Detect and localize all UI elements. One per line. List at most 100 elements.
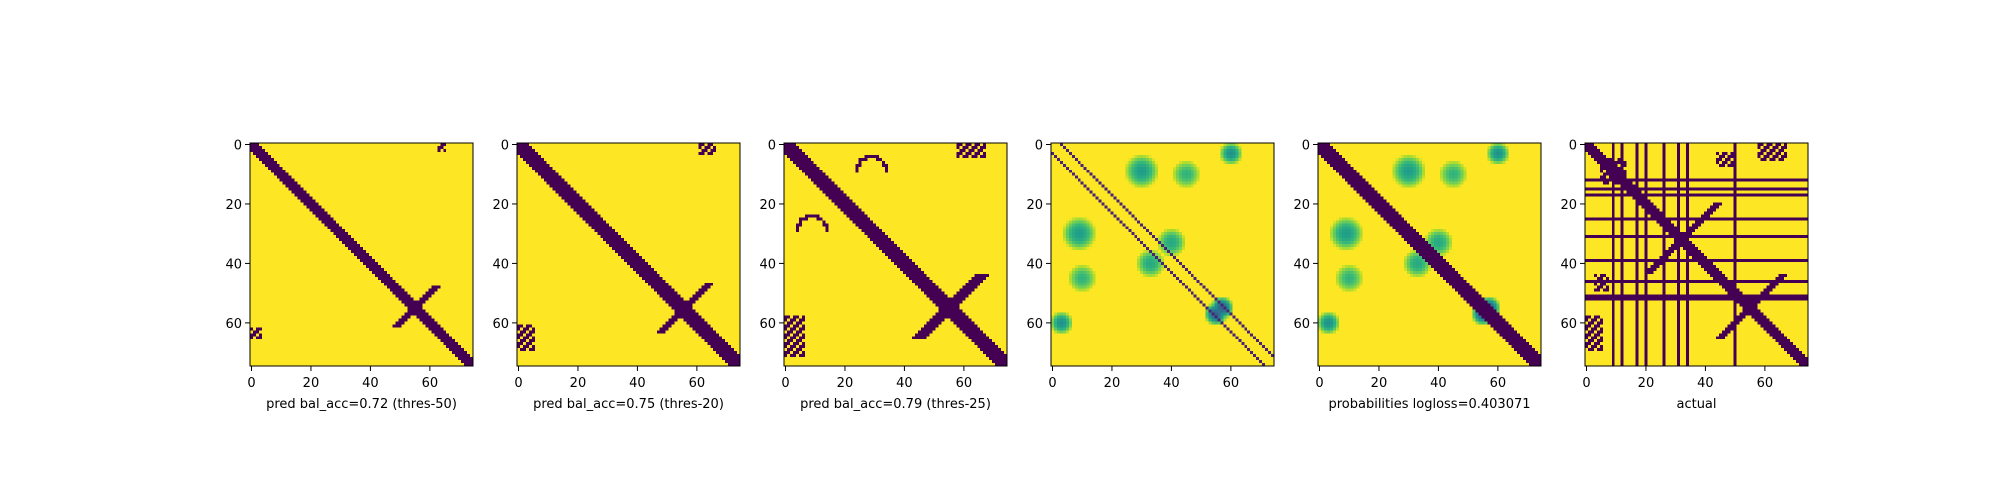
- heatmap-cell: [321, 285, 325, 289]
- heatmap-cell: [321, 306, 325, 310]
- heatmap-cell: [303, 276, 307, 281]
- heatmap-cell: [273, 199, 278, 203]
- heatmap-cell: [279, 255, 283, 260]
- heatmap-cell: [365, 199, 370, 203]
- heatmap-cell: [345, 184, 349, 188]
- heatmap-cell: [255, 318, 260, 322]
- heatmap-cell: [252, 258, 257, 263]
- heatmap-cell: [306, 267, 310, 272]
- heatmap-cell: [348, 151, 352, 156]
- heatmap-cell: [351, 288, 355, 292]
- heatmap-cell: [336, 184, 340, 188]
- heatmap-cell: [395, 235, 399, 239]
- heatmap-cell: [470, 199, 474, 203]
- heatmap-cell: [446, 217, 450, 221]
- heatmap-cell: [348, 220, 352, 224]
- heatmap-cell: [464, 172, 468, 176]
- heatmap-cell: [318, 145, 322, 150]
- heatmap-cell: [419, 157, 423, 162]
- heatmap-cell: [386, 143, 391, 147]
- heatmap-cell: [428, 208, 432, 212]
- heatmap-cell: [461, 312, 465, 316]
- heatmap-cell: [291, 154, 295, 159]
- heatmap-cell: [351, 339, 355, 343]
- heatmap-cell: [357, 297, 361, 301]
- heatmap-cell: [470, 324, 474, 328]
- heatmap-cell: [419, 178, 423, 182]
- heatmap-cell: [413, 276, 417, 281]
- heatmap-cell: [431, 238, 435, 242]
- heatmap-cell: [297, 244, 301, 248]
- heatmap-cell: [395, 157, 399, 162]
- heatmap-cell: [377, 193, 382, 197]
- heatmap-cell: [416, 226, 420, 230]
- heatmap-cell: [324, 306, 328, 310]
- heatmap-cell: [377, 196, 382, 200]
- heatmap-cell: [470, 157, 474, 162]
- heatmap-cell: [306, 217, 310, 221]
- heatmap-cell: [357, 148, 361, 153]
- heatmap-cell: [351, 261, 355, 266]
- heatmap-cell: [300, 172, 304, 176]
- heatmap-cell: [261, 276, 266, 281]
- heatmap-cell: [294, 223, 298, 227]
- heatmap-cell: [431, 273, 435, 278]
- heatmap-cell: [276, 184, 281, 188]
- heatmap-cell: [267, 160, 272, 165]
- heatmap-cell: [434, 220, 438, 224]
- heatmap-cell: [258, 157, 263, 162]
- heatmap-cell: [398, 181, 402, 185]
- heatmap-cell: [395, 300, 399, 304]
- heatmap-cell: [380, 273, 385, 278]
- heatmap-cell: [342, 285, 346, 289]
- heatmap-cell: [291, 241, 295, 245]
- heatmap-cell: [392, 178, 396, 182]
- heatmap-cell: [422, 163, 426, 168]
- heatmap-cell: [330, 166, 334, 171]
- heatmap-cell: [273, 208, 278, 212]
- heatmap-cell: [386, 333, 391, 337]
- heatmap-cell: [440, 297, 444, 301]
- heatmap-cell: [413, 157, 417, 162]
- heatmap-cell: [315, 258, 319, 263]
- heatmap-cell: [252, 324, 257, 328]
- heatmap-cell: [282, 244, 286, 248]
- heatmap-cell: [297, 208, 301, 212]
- heatmap-cell: [279, 253, 283, 257]
- heatmap-cell: [443, 148, 447, 153]
- heatmap-cell: [312, 148, 316, 153]
- heatmap-cell: [425, 300, 429, 304]
- heatmap-cell: [273, 273, 278, 278]
- heatmap-cell: [404, 148, 408, 153]
- heatmap-cell: [318, 339, 322, 343]
- heatmap-cell: [351, 184, 355, 188]
- heatmap-cell: [434, 324, 438, 328]
- heatmap-cell: [371, 291, 376, 295]
- heatmap-cell: [318, 303, 322, 307]
- heatmap-cell: [357, 214, 361, 218]
- heatmap-cell: [365, 294, 370, 298]
- heatmap-cell: [449, 232, 453, 236]
- heatmap-cell: [470, 163, 474, 168]
- heatmap-cell: [380, 300, 385, 304]
- heatmap-cell: [440, 229, 444, 233]
- heatmap-cell: [413, 330, 417, 334]
- heatmap-cell: [282, 318, 286, 322]
- heatmap-cell: [449, 202, 453, 206]
- heatmap-cell: [261, 211, 266, 215]
- heatmap-cell: [425, 223, 429, 227]
- heatmap-cell: [383, 196, 388, 200]
- heatmap-cell: [428, 267, 432, 272]
- heatmap-cell: [261, 273, 266, 278]
- heatmap-cell: [443, 169, 447, 174]
- heatmap-cell: [312, 181, 316, 185]
- heatmap-cell: [348, 294, 352, 298]
- heatmap-cell: [333, 294, 337, 298]
- heatmap-cell: [258, 303, 263, 307]
- heatmap-cell: [276, 255, 281, 260]
- heatmap-cell: [264, 154, 269, 159]
- heatmap-cell: [285, 291, 289, 295]
- heatmap-cell: [383, 157, 388, 162]
- heatmap-cell: [443, 190, 447, 194]
- heatmap-cell: [321, 235, 325, 239]
